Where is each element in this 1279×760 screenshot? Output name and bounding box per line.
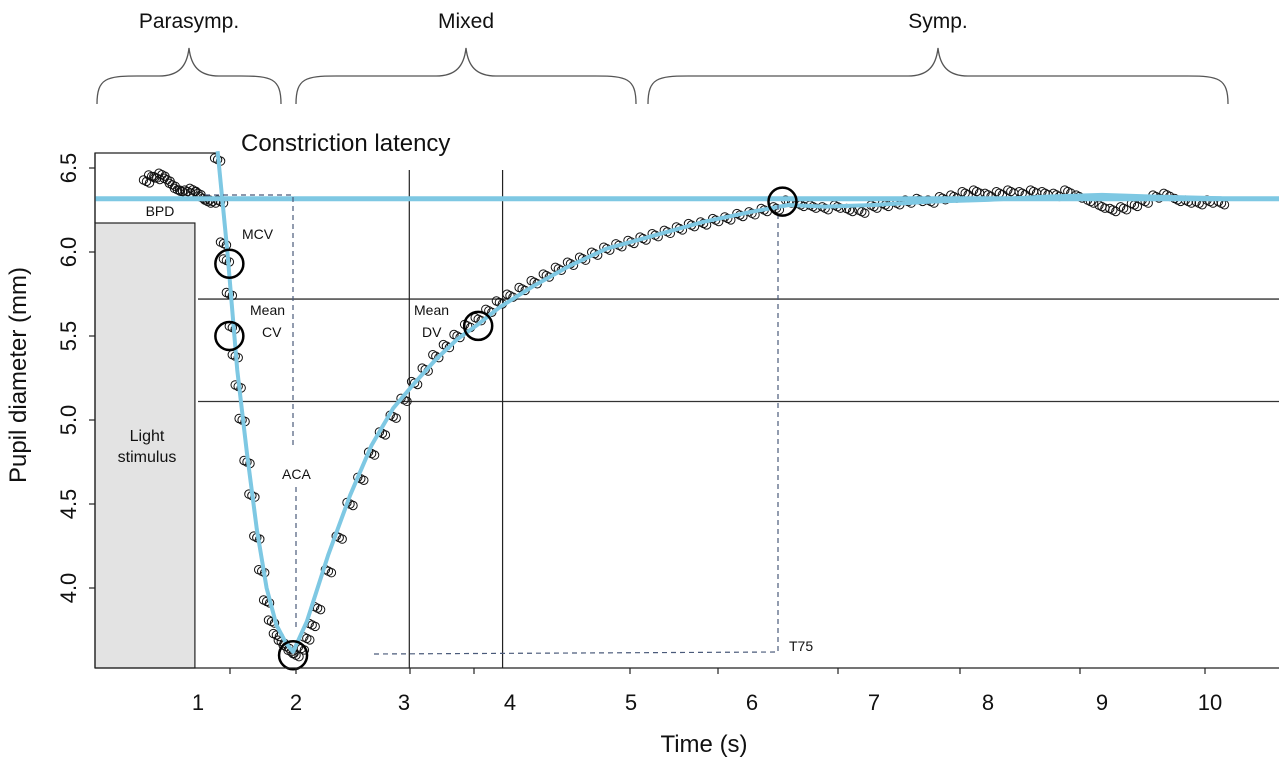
data-point <box>1121 205 1132 215</box>
y-tick-label: 4.5 <box>56 489 81 520</box>
circled-point <box>214 320 245 352</box>
data-point <box>348 500 358 511</box>
fitted-curve <box>215 151 1222 654</box>
t75-dashed-line <box>373 205 779 655</box>
data-point <box>326 568 337 578</box>
mcv-label: MCV <box>242 226 274 242</box>
constriction-latency-label: Constriction latency <box>241 130 450 157</box>
data-point <box>402 396 412 407</box>
data-point <box>337 534 347 544</box>
data-point <box>1111 206 1121 217</box>
data-point <box>434 352 444 363</box>
light-stimulus-box <box>94 222 196 669</box>
t75-label: T75 <box>789 638 813 654</box>
circled-point <box>462 310 494 342</box>
phase-brace <box>647 47 1229 105</box>
data-point <box>391 413 401 423</box>
data-point <box>380 430 391 440</box>
x-tick-label: 3 <box>398 690 410 715</box>
data-point <box>455 332 465 343</box>
y-axis-title: Pupil diameter (mm) <box>5 267 32 483</box>
data-point <box>860 208 870 218</box>
phase-brace <box>96 47 282 105</box>
y-tick-label: 6.0 <box>56 237 81 268</box>
phase-brace <box>295 47 637 105</box>
circled-point <box>214 248 245 280</box>
data-point <box>315 604 326 615</box>
data-points <box>95 151 1279 662</box>
data-point <box>1132 201 1143 212</box>
bpd-label: BPD <box>146 203 175 219</box>
x-tick-label: 6 <box>746 690 758 715</box>
mean-dv-label: DV <box>422 324 442 340</box>
x-tick-label: 10 <box>1198 690 1222 715</box>
mean-dv-label: Mean <box>414 302 449 318</box>
x-tick-label: 8 <box>982 690 994 715</box>
x-tick-label: 7 <box>868 690 880 715</box>
phase-label: Symp. <box>908 10 968 33</box>
y-tick-label: 5.5 <box>56 321 81 352</box>
data-point <box>444 342 455 353</box>
data-point <box>369 450 380 460</box>
circled-point <box>277 639 309 671</box>
circled-point <box>767 186 798 217</box>
x-tick-label: 2 <box>290 690 302 715</box>
data-point <box>155 174 165 185</box>
phase-braces: Parasymp. Mixed Symp. <box>96 10 1229 105</box>
y-tick-label: 4.0 <box>56 573 81 604</box>
x-axis-title: Time (s) <box>660 731 747 758</box>
plot-area: Light stimulus BPD <box>94 152 1279 669</box>
data-point <box>359 475 369 485</box>
y-tick-label: 6.5 <box>56 153 81 184</box>
axes: 1 2 3 4 5 6 7 8 9 10 4.0 4.5 5.0 5.5 6.0 6.5 Time (s) Pup… <box>5 153 1279 758</box>
annotations: Constriction latency MCV Mean CV ACA Mean DV T7… <box>205 130 813 671</box>
x-tick-label: 1 <box>192 690 204 715</box>
light-stimulus-label: Light <box>130 428 165 445</box>
data-point <box>305 635 315 645</box>
x-tick-label: 9 <box>1096 690 1108 715</box>
y-tick-label: 5.0 <box>56 405 81 436</box>
phase-label: Parasymp. <box>139 10 239 33</box>
aca-dashed-line <box>205 194 294 448</box>
aca-label: ACA <box>282 466 311 482</box>
mean-cv-label: Mean <box>250 302 285 318</box>
x-tick-label: 4 <box>504 690 516 715</box>
x-tick-label: 5 <box>625 690 637 715</box>
phase-label: Mixed <box>438 10 494 33</box>
mean-cv-label: CV <box>262 324 282 340</box>
data-point <box>310 621 320 632</box>
light-stimulus-label: stimulus <box>118 449 177 466</box>
